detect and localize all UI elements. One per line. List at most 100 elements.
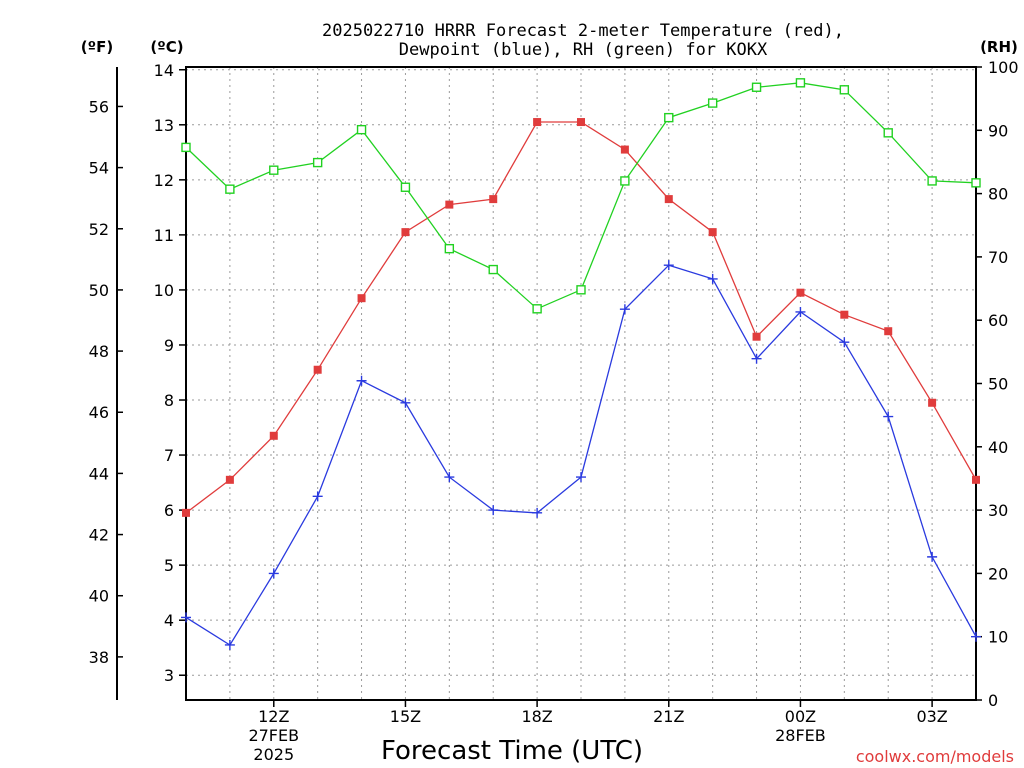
dewpoint-line	[185, 264, 977, 646]
rh-tick-label: 30	[988, 501, 1008, 520]
fahrenheit-tick-label: 48	[89, 342, 109, 361]
fahrenheit-tick-label: 46	[89, 403, 109, 422]
axes	[116, 66, 982, 707]
temperature-point	[489, 195, 498, 204]
rh-tick-label: 90	[988, 121, 1008, 140]
temperature-point	[664, 195, 673, 204]
fahrenheit-tick-label: 40	[89, 587, 109, 606]
dewpoint-point	[224, 639, 235, 650]
celsius-tick-label: 11	[154, 226, 174, 245]
temperature-point	[182, 508, 190, 517]
rh-point	[927, 176, 937, 186]
plot-frame	[185, 66, 977, 701]
rh-point	[444, 243, 455, 254]
rh-tick-label: 0	[988, 691, 998, 710]
celsius-tick-label: 14	[154, 61, 174, 80]
dewpoint-point	[488, 505, 499, 516]
dewpoint-point	[971, 631, 981, 642]
rh-tick-label: 80	[988, 185, 1008, 204]
tick-labels: 3456789101112131438404244464850525456010…	[89, 58, 1019, 764]
temperature-point	[533, 118, 542, 127]
x-tick-label: 12Z	[258, 707, 289, 726]
dewpoint-point	[400, 397, 411, 408]
dewpoint-point	[444, 472, 455, 483]
celsius-tick-label: 4	[164, 611, 174, 630]
unit-rh-label: (RH)	[980, 38, 1018, 56]
rh-tick-label: 60	[988, 311, 1008, 330]
x-tick-label: 21Z	[653, 707, 684, 726]
x-tick-label: 2025	[253, 745, 294, 764]
dewpoint-point	[576, 472, 586, 483]
rh-tick-label: 20	[988, 564, 1008, 583]
x-axis-label: Forecast Time (UTC)	[381, 736, 643, 766]
fahrenheit-tick-label: 38	[89, 648, 109, 667]
dewpoint-point	[181, 612, 191, 623]
temperature-line	[185, 121, 977, 514]
rh-point	[488, 264, 498, 275]
celsius-tick-label: 3	[164, 666, 174, 685]
temperature-point	[577, 118, 585, 127]
rh-point	[312, 157, 323, 168]
chart-title-line-2: Dewpoint (blue), RH (green) for KOKX	[399, 40, 768, 60]
temperature-point	[928, 398, 937, 407]
x-tick-label: 27FEB	[248, 726, 299, 745]
rh-tick-label: 50	[988, 375, 1008, 394]
rh-point	[356, 124, 367, 135]
dewpoint-point	[751, 353, 762, 364]
rh-point	[269, 165, 279, 175]
rh-point	[883, 128, 893, 138]
temperature-point	[269, 431, 278, 440]
dewpoint-point	[927, 551, 938, 562]
temperature-point	[225, 475, 234, 484]
fahrenheit-tick-label: 50	[89, 281, 109, 300]
data-series	[181, 78, 981, 650]
celsius-tick-label: 9	[164, 336, 174, 355]
x-tick-label: 03Z	[916, 707, 947, 726]
unit-fahrenheit-label: (ºF)	[81, 38, 113, 56]
x-tick-label: 15Z	[390, 707, 421, 726]
rh-point	[707, 98, 718, 108]
dewpoint-point	[883, 411, 894, 422]
rh-tick-label: 100	[988, 58, 1019, 77]
dewpoint-point	[663, 260, 674, 271]
temperature-point	[708, 228, 717, 237]
rh-point	[576, 285, 586, 295]
rh-point	[400, 182, 411, 192]
credit-text: coolwx.com/models	[856, 747, 1014, 766]
temperature-point	[972, 475, 980, 484]
rh-point	[532, 304, 542, 314]
fahrenheit-tick-label: 54	[89, 159, 109, 178]
dewpoint-point	[839, 337, 850, 348]
rh-tick-label: 40	[988, 438, 1008, 457]
x-tick-label: 28FEB	[775, 726, 826, 745]
celsius-tick-label: 10	[154, 281, 174, 300]
dewpoint-point	[532, 507, 543, 518]
celsius-tick-label: 8	[164, 391, 174, 410]
grid-lines	[186, 67, 976, 700]
x-tick-label: 00Z	[785, 707, 816, 726]
temperature-point	[313, 365, 322, 374]
fahrenheit-tick-label: 42	[89, 526, 109, 545]
fahrenheit-tick-label: 52	[89, 220, 109, 239]
rh-point	[971, 178, 981, 188]
temperature-point	[840, 310, 849, 319]
chart-title-line-1: 2025022710 HRRR Forecast 2-meter Tempera…	[322, 21, 844, 41]
celsius-tick-label: 6	[164, 501, 174, 520]
temperature-point	[357, 294, 366, 303]
rh-point	[795, 78, 806, 88]
rh-point	[664, 112, 674, 123]
temperature-point	[752, 332, 761, 341]
x-tick-label: 18Z	[521, 707, 552, 726]
fahrenheit-tick-label: 44	[89, 464, 109, 483]
dewpoint-point	[795, 306, 806, 317]
rh-point	[181, 142, 191, 153]
rh-point	[620, 176, 630, 186]
fahrenheit-tick-label: 56	[89, 97, 109, 116]
dewpoint-point	[268, 568, 279, 579]
temperature-point	[796, 288, 805, 297]
celsius-tick-label: 12	[154, 171, 174, 190]
rh-tick-label: 70	[988, 248, 1008, 267]
celsius-tick-label: 5	[164, 556, 174, 575]
celsius-tick-label: 13	[154, 116, 174, 135]
